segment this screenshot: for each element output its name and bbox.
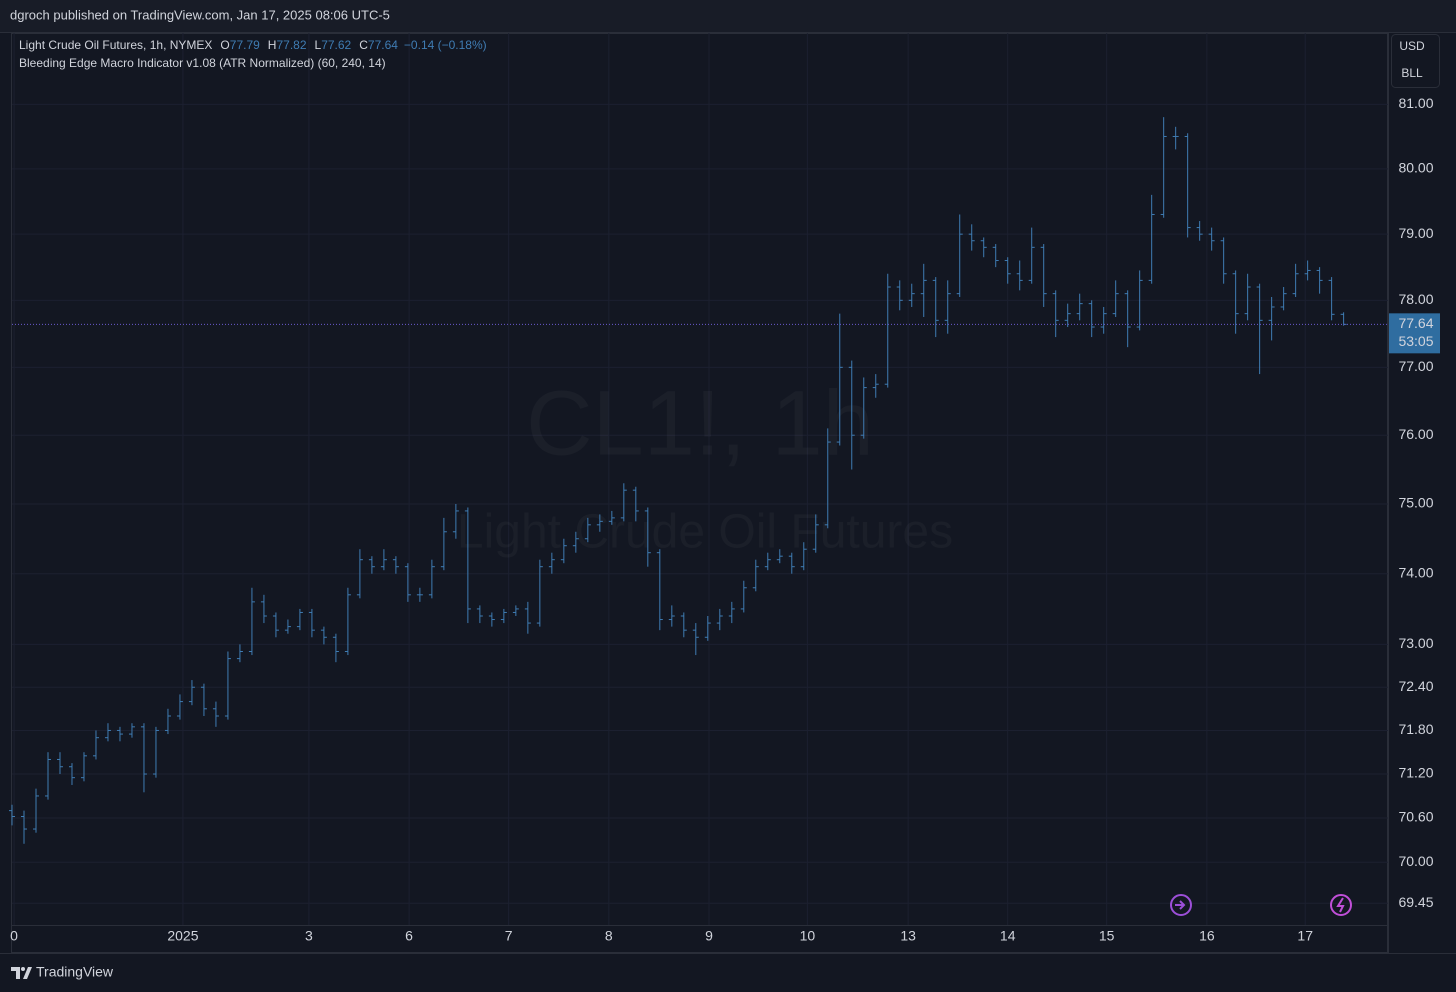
y-tick-label: 74.00 [1398,564,1433,580]
price-axis-buttons[interactable] [1391,34,1440,88]
header-text: dgroch published on TradingView.com, Jan… [10,7,390,22]
bars [9,117,1388,844]
legend-open: 77.79 [230,38,260,52]
grid [12,33,1388,925]
y-tick-label: 73.00 [1398,635,1433,651]
watermark-description: Light Crude Oil Futures [457,506,953,559]
flash-icon[interactable] [1330,894,1352,916]
x-tick-label: 2025 [167,928,198,944]
y-tick-label: 70.00 [1398,853,1433,869]
event-icon[interactable] [1170,894,1192,916]
x-tick-label: 9 [705,928,713,944]
y-tick-label: 80.00 [1398,160,1433,176]
legend-o: O [220,38,229,52]
x-tick-label: 0 [10,928,18,944]
footer-logo[interactable] [11,967,32,979]
x-tick-label: 7 [505,928,513,944]
y-tick-label: 77.00 [1398,358,1433,374]
x-tick-label: 17 [1297,928,1313,944]
y-tick-label: 76.00 [1398,426,1433,442]
pane-border [11,33,1388,953]
countdown: 53:05 [1398,333,1433,349]
x-tick-label: 15 [1099,928,1115,944]
x-tick-label: 6 [405,928,413,944]
y-tick-label: 70.60 [1398,809,1433,825]
y-tick-label: 71.20 [1398,765,1433,781]
x-tick-label: 3 [305,928,313,944]
legend-change: −0.14 (−0.18%) [404,38,487,52]
axes: 69.45 70.00 70.60 71.20 71.80 72.40 73.00 74.00… [10,95,1440,944]
x-tick-label: 14 [1000,928,1016,944]
x-tick-label: 13 [900,928,916,944]
x-tick-label: 16 [1199,928,1215,944]
legend-l: L [315,38,322,52]
indicator-legend: Bleeding Edge Macro Indicator v1.08 (ATR… [19,56,386,70]
y-tick-label: 71.80 [1398,721,1433,737]
y-tick-label: 72.40 [1398,678,1433,694]
x-tick-label: 10 [800,928,816,944]
legend-h: H [268,38,277,52]
unit-button[interactable]: BLL [1401,66,1423,80]
watermark-symbol: CL1!, 1h [526,372,874,474]
footer-brand[interactable]: TradingView [36,964,114,980]
last-price-box [1389,313,1440,354]
legend-low: 77.62 [321,38,351,52]
y-tick-label: 78.00 [1398,291,1433,307]
legend-symbol: Light Crude Oil Futures, 1h, NYMEX [19,38,212,52]
last-price-label: 77.64 [1398,315,1433,331]
legend-c: C [359,38,368,52]
y-tick-label: 69.45 [1398,894,1433,910]
legend-high: 77.82 [276,38,306,52]
x-tick-label: 8 [605,928,613,944]
legend-close: 77.64 [368,38,398,52]
header-bar [0,0,1456,32]
y-tick-label: 75.00 [1398,495,1433,511]
currency-button[interactable]: USD [1399,39,1425,53]
legend-line: Light Crude Oil Futures, 1h, NYMEX O77.79… [19,38,487,52]
y-tick-label: 79.00 [1398,225,1433,241]
y-tick-label: 81.00 [1398,95,1433,111]
